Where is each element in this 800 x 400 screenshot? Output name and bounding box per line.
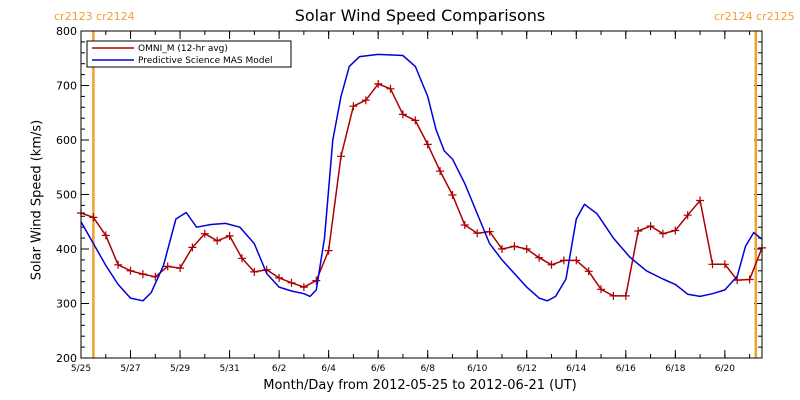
carrington-label-right: cr2124 cr2125 [714, 10, 795, 23]
data-point-marker [597, 285, 605, 294]
x-tick-label: 6/8 [420, 364, 435, 374]
data-point-marker [535, 253, 544, 262]
data-point-marker [299, 283, 308, 292]
data-point-marker [510, 242, 519, 251]
series-line-omni [80, 83, 763, 297]
y-tick-label: 500 [56, 189, 77, 202]
legend-box [86, 40, 292, 68]
plot-frame [80, 30, 763, 359]
data-point-marker [312, 276, 321, 285]
legend-label-omni: OMNI_M (12-hr avg) [138, 44, 228, 54]
data-point-marker [225, 231, 234, 240]
carrington-boundary-layer [92, 31, 758, 358]
data-point-marker [349, 102, 358, 111]
y-tick-label: 800 [56, 25, 77, 38]
tick-layer: 200 300 400 500 600 700 800 5/25 5/27 5/29 5/31 6/2… [56, 25, 762, 374]
x-tick-label: 6/10 [467, 364, 487, 374]
x-tick-label: 6/2 [272, 364, 286, 374]
y-tick-label: 600 [56, 134, 77, 147]
data-point-marker [89, 213, 98, 222]
data-point-marker [634, 227, 643, 235]
x-axis-label: Month/Day from 2012-05-25 to 2012-06-21 … [263, 378, 577, 393]
data-point-marker [337, 152, 345, 161]
data-point-marker [609, 291, 618, 300]
data-point-marker [572, 256, 581, 265]
data-point-marker [584, 267, 593, 276]
legend-label-mas: Predictive Science MAS Model [138, 56, 273, 66]
x-tick-label: 6/6 [371, 364, 386, 374]
data-point-marker [101, 231, 110, 240]
data-point-marker [287, 278, 296, 287]
data-point-marker [163, 262, 172, 271]
data-point-marker [473, 229, 482, 238]
data-point-marker [213, 236, 222, 245]
series-layer [77, 53, 766, 302]
y-tick-label: 700 [56, 80, 77, 93]
data-point-marker [498, 245, 506, 253]
data-point-marker [559, 256, 568, 265]
data-point-marker [646, 222, 655, 231]
x-tick-label: 5/29 [170, 364, 190, 374]
data-point-marker [386, 84, 395, 93]
data-point-marker [411, 116, 420, 125]
carrington-label-left: cr2123 cr2124 [54, 10, 135, 23]
data-point-marker [720, 260, 729, 269]
data-point-marker [423, 140, 432, 149]
data-point-marker [485, 227, 494, 236]
data-point-marker [671, 226, 680, 235]
data-point-marker [658, 229, 667, 238]
data-point-marker [460, 221, 469, 229]
y-tick-label: 200 [56, 352, 77, 365]
data-point-marker [621, 291, 630, 300]
legend: OMNI_M (12-hr avg) Predictive Science MA… [86, 40, 292, 68]
series-line-mas [80, 53, 763, 302]
data-point-marker [275, 273, 284, 282]
data-point-marker [374, 79, 383, 88]
data-point-marker [522, 245, 531, 253]
chart-title: Solar Wind Speed Comparisons [294, 6, 546, 25]
x-tick-label: 5/31 [219, 364, 239, 374]
data-point-marker [683, 211, 692, 220]
x-tick-label: 6/20 [715, 364, 735, 374]
data-point-marker [696, 196, 705, 205]
data-point-marker [114, 260, 123, 269]
x-tick-label: 6/14 [566, 364, 586, 374]
data-point-marker [436, 167, 445, 176]
data-point-marker [200, 229, 209, 238]
data-point-marker [708, 260, 717, 269]
x-tick-label: 6/4 [321, 364, 336, 374]
data-point-marker [745, 275, 754, 284]
x-tick-label: 6/18 [665, 364, 685, 374]
x-tick-label: 6/12 [517, 364, 537, 374]
data-point-marker [448, 191, 457, 199]
data-point-marker [547, 260, 556, 269]
y-tick-label: 300 [56, 298, 77, 311]
data-point-marker [250, 267, 259, 276]
data-point-marker [176, 264, 185, 273]
data-point-marker [324, 246, 333, 255]
x-tick-label: 5/25 [71, 364, 91, 374]
data-point-marker [188, 243, 197, 252]
x-tick-label: 6/16 [616, 364, 636, 374]
data-point-marker [361, 96, 370, 105]
data-point-marker [238, 254, 246, 263]
data-point-marker [126, 266, 135, 275]
x-tick-label: 5/27 [120, 364, 140, 374]
data-point-marker [398, 110, 407, 119]
y-axis-label-text: Solar Wind Speed (km/s) [29, 119, 45, 281]
data-point-marker [138, 270, 147, 279]
y-tick-label: 400 [56, 243, 77, 256]
